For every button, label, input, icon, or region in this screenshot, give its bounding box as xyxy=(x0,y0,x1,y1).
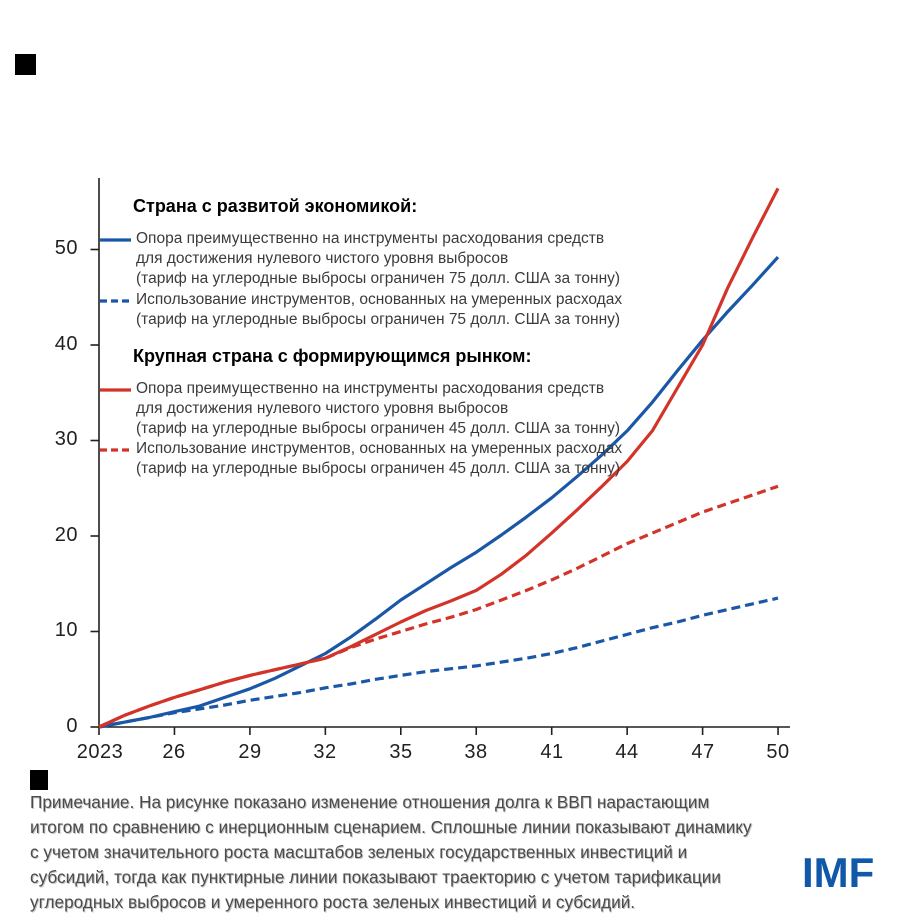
note-line: углеродных выбросов и умеренного роста з… xyxy=(30,892,636,912)
legend-line: Опора преимущественно на инструменты рас… xyxy=(136,380,605,397)
legend-item-em-netzero: Опора преимущественно на инструменты рас… xyxy=(99,379,620,439)
x-axis-tick-label: 50 xyxy=(766,741,790,763)
legend-line: (тариф на углеродные выбросы ограничен 4… xyxy=(136,420,621,437)
imf-logo: IMF xyxy=(802,849,875,896)
legend-group-advanced-title: Страна с развитой экономикой: xyxy=(133,196,418,216)
note-line: субсидий, тогда как пунктирные линии пок… xyxy=(30,867,721,887)
x-axis-tick-label: 41 xyxy=(540,741,564,763)
line-sample-solid-red-icon xyxy=(100,388,131,392)
note-line: итогом по сравнению с инерционным сценар… xyxy=(30,817,752,837)
legend-line: Использование инструментов, основанных н… xyxy=(136,291,623,308)
x-axis-tick-label: 47 xyxy=(691,741,715,763)
line-sample-solid-blue-icon xyxy=(100,238,131,242)
y-axis-tick-label: 30 xyxy=(54,428,78,451)
legend-group-emerging-title: Крупная страна с формирующимся рынком: xyxy=(133,346,532,366)
note-line: с учетом значительного роста масштабов з… xyxy=(30,842,688,862)
y-axis-tick-label: 0 xyxy=(66,715,78,738)
x-axis-tick-label: 29 xyxy=(238,741,262,763)
line-sample-dashed-red-icon xyxy=(100,448,131,452)
registration-mark-bottom-icon xyxy=(30,770,48,790)
x-axis-tick-label: 44 xyxy=(615,741,639,763)
x-axis-tick-label: 38 xyxy=(464,741,488,763)
legend-item-ae-netzero: Опора преимущественно на инструменты рас… xyxy=(99,229,620,289)
legend-line: (тариф на углеродные выбросы ограничен 4… xyxy=(136,460,621,477)
legend-item-em-moderate: Использование инструментов, основанных н… xyxy=(99,439,622,479)
y-axis-tick-label: 40 xyxy=(54,333,78,356)
x-axis-tick-label: 32 xyxy=(313,741,337,763)
x-axis-tick-label: 2023 xyxy=(76,741,124,763)
legend-line: Опора преимущественно на инструменты рас… xyxy=(136,230,605,247)
legend-line: (тариф на углеродные выбросы ограничен 7… xyxy=(136,311,621,328)
y-axis-tick-label: 20 xyxy=(54,524,78,547)
legend-line: Использование инструментов, основанных н… xyxy=(136,440,623,457)
line-sample-dashed-blue-icon xyxy=(100,299,131,303)
legend-item-ae-moderate: Использование инструментов, основанных н… xyxy=(99,290,622,330)
legend-line: для достижения нулевого чистого уровня в… xyxy=(136,250,509,267)
x-axis-tick-label: 26 xyxy=(162,741,186,763)
legend-line: для достижения нулевого чистого уровня в… xyxy=(136,400,509,417)
y-axis-tick-label: 10 xyxy=(54,619,78,642)
x-axis-tick-label: 35 xyxy=(389,741,413,763)
note-line: Примечание. На рисунке показано изменени… xyxy=(30,792,710,812)
legend-line: (тариф на углеродные выбросы ограничен 7… xyxy=(136,270,621,287)
y-axis-tick-label: 50 xyxy=(54,237,78,260)
figure-note: Примечание. На рисунке показано изменени… xyxy=(30,790,752,915)
registration-mark-top-icon xyxy=(15,54,36,75)
